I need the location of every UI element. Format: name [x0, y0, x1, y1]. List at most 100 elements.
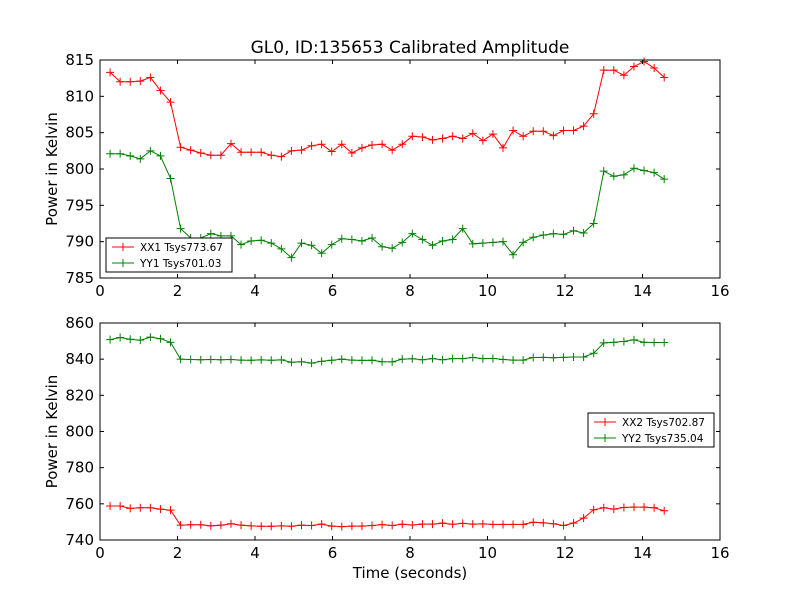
data-point — [317, 357, 326, 366]
data-point — [629, 164, 638, 173]
data-point — [267, 522, 276, 531]
data-point — [327, 240, 336, 249]
data-point — [146, 503, 155, 512]
data-point — [609, 66, 618, 75]
data-point — [368, 141, 377, 150]
data-point — [388, 244, 397, 253]
data-point — [136, 154, 145, 163]
data-point — [408, 520, 417, 529]
data-point — [619, 503, 628, 512]
data-point — [619, 170, 628, 179]
data-point — [257, 522, 266, 531]
data-point — [418, 133, 427, 142]
data-point — [388, 357, 397, 366]
data-point — [136, 77, 145, 86]
data-point — [609, 172, 618, 181]
data-point — [539, 353, 548, 362]
legend-marker — [601, 418, 609, 426]
data-point — [307, 521, 316, 530]
data-point — [216, 151, 225, 160]
data-point — [579, 514, 588, 523]
data-point — [458, 134, 467, 143]
data-point — [186, 520, 195, 529]
data-point — [237, 240, 246, 249]
data-point — [650, 338, 659, 347]
data-point — [136, 336, 145, 345]
data-point — [257, 148, 266, 157]
data-point — [317, 520, 326, 529]
x-tick-label: 12 — [555, 544, 574, 562]
x-tick-label: 16 — [710, 544, 729, 562]
data-point — [206, 151, 215, 160]
y-axis-label: Power in Kelvin — [43, 375, 61, 489]
data-point — [146, 333, 155, 342]
x-tick-label: 4 — [250, 544, 260, 562]
figure-title: GL0, ID:135653 Calibrated Amplitude — [251, 38, 570, 58]
data-point — [549, 229, 558, 238]
data-point — [247, 521, 256, 530]
data-point — [388, 146, 397, 155]
data-point — [569, 519, 578, 528]
data-point — [347, 235, 356, 244]
data-point — [287, 522, 296, 531]
data-point — [206, 521, 215, 530]
legend-label: YY1 Tsys701.03 — [139, 258, 221, 270]
data-point — [448, 354, 457, 363]
data-point — [368, 234, 377, 243]
data-point — [408, 229, 417, 238]
data-point — [660, 73, 669, 82]
y-tick-label: 805 — [65, 124, 94, 142]
data-point — [509, 126, 518, 135]
series-xx2 — [106, 502, 669, 531]
data-point — [307, 141, 316, 150]
data-point — [368, 521, 377, 530]
data-point — [468, 520, 477, 529]
data-point — [176, 521, 185, 530]
data-point — [438, 355, 447, 364]
data-point — [378, 242, 387, 251]
data-point — [438, 236, 447, 245]
legend-marker — [119, 243, 127, 251]
data-point — [176, 224, 185, 233]
data-point — [156, 505, 165, 514]
data-point — [559, 230, 568, 239]
data-point — [488, 354, 497, 363]
data-point — [357, 236, 366, 245]
data-point — [287, 358, 296, 367]
data-point — [599, 338, 608, 347]
data-point — [478, 354, 487, 363]
data-point — [579, 228, 588, 237]
data-point — [418, 355, 427, 364]
data-point — [337, 355, 346, 364]
data-point — [640, 166, 649, 175]
data-point — [519, 238, 528, 247]
data-point — [327, 356, 336, 365]
data-point — [499, 355, 507, 364]
data-point — [478, 239, 487, 248]
data-point — [660, 506, 669, 515]
legend-box — [105, 237, 233, 273]
data-point — [267, 356, 276, 365]
data-point — [589, 505, 598, 514]
data-point — [317, 140, 326, 149]
data-point — [609, 505, 618, 514]
data-point — [488, 130, 497, 139]
data-point — [438, 134, 447, 143]
data-point — [428, 241, 437, 250]
data-point — [529, 127, 538, 136]
data-point — [106, 502, 115, 511]
x-tick-label: 14 — [633, 282, 652, 300]
data-point — [519, 132, 528, 141]
data-point — [488, 238, 497, 247]
x-tick-label: 0 — [95, 544, 105, 562]
data-point — [196, 520, 205, 529]
y-tick-label: 860 — [65, 314, 94, 332]
legend-label: XX2 Tsys702.87 — [622, 417, 705, 429]
data-point — [509, 250, 518, 259]
data-point — [650, 63, 659, 72]
data-point — [569, 226, 578, 235]
data-point — [116, 502, 125, 511]
data-point — [589, 349, 598, 358]
